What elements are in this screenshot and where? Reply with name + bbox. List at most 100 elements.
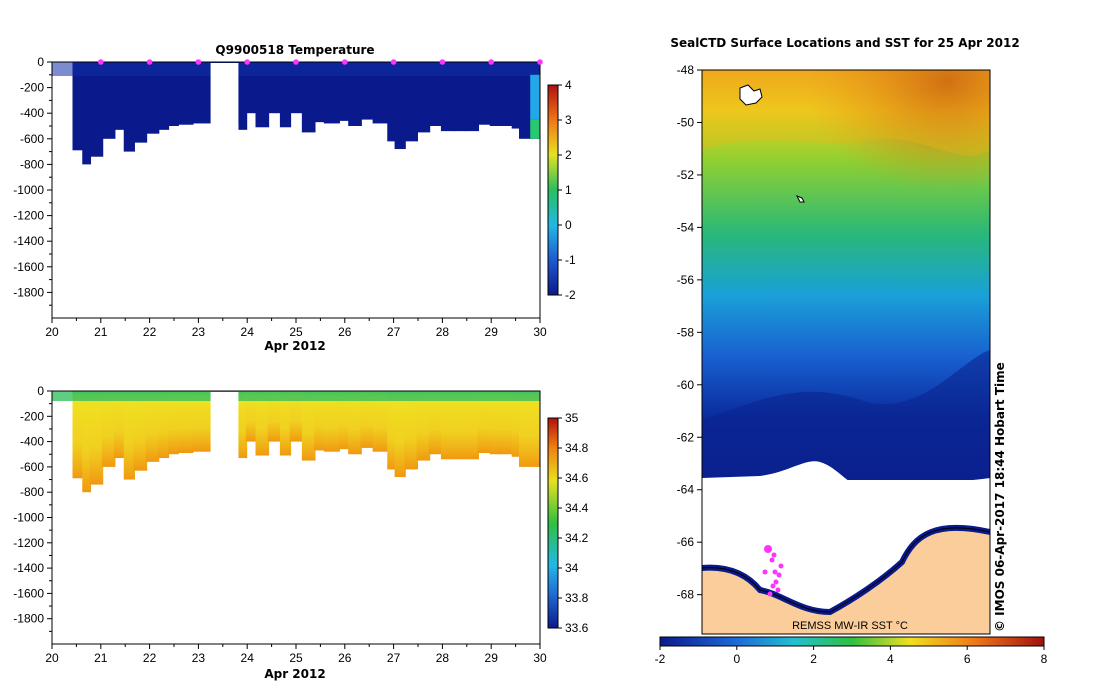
- profile-day-marker: [390, 59, 397, 65]
- warm-column-deep: [530, 119, 540, 139]
- profile-column: [145, 391, 160, 462]
- y-tick-label: -200: [20, 81, 44, 95]
- x-tick-label: 21: [94, 651, 108, 665]
- salinity-x-ticks: 20 21 22 23 24 25 26 27 28 29 30: [45, 644, 547, 665]
- temperature-title: Q9900518 Temperature: [215, 43, 374, 57]
- profile-column: [113, 62, 126, 130]
- profile-column: [348, 62, 362, 126]
- x-tick-label: 27: [387, 651, 401, 665]
- data-gap: [210, 63, 239, 317]
- cold-water-south: [702, 350, 990, 480]
- temperature-colorbar-ticks: -2 -1 0 1 2 3 4: [558, 78, 576, 302]
- salinity-panel: 20 21 22 23 24 25 26 27 28 29 30 0 -200 -400 -600 -800…: [13, 384, 588, 681]
- profile-column: [301, 391, 316, 461]
- y-tick-label: -800: [20, 485, 44, 499]
- profile-column: [89, 62, 104, 157]
- profile-column: [301, 62, 316, 133]
- profile-column: [192, 391, 204, 452]
- profile-column: [145, 62, 160, 134]
- temperature-markers: [98, 59, 543, 65]
- profile-column: [267, 391, 282, 442]
- sst-colorbar-tick-label: 6: [964, 652, 971, 666]
- profile-column: [177, 391, 194, 453]
- colorbar-tick-label: 2: [565, 148, 572, 162]
- seal-location-dot: [772, 569, 778, 575]
- profile-column: [245, 62, 257, 114]
- x-tick-label: 28: [436, 651, 450, 665]
- island-kerguelen: [739, 84, 763, 106]
- temperature-xlabel: Apr 2012: [264, 339, 325, 353]
- colorbar-tick-label: 35: [565, 411, 579, 425]
- x-tick-label: 29: [485, 325, 499, 339]
- profile-day-marker: [146, 59, 153, 65]
- seal-location-dot: [767, 591, 773, 597]
- seal-location-dot: [764, 545, 772, 553]
- profile-column: [279, 62, 292, 128]
- seal-location-dot: [769, 557, 775, 563]
- profile-column: [157, 391, 170, 459]
- seal-location-dot: [775, 587, 781, 593]
- island-heard: [795, 195, 805, 203]
- x-tick-label: 28: [436, 325, 450, 339]
- seal-location-dot: [773, 579, 779, 585]
- profile-column: [440, 62, 455, 132]
- y-tick-label: -1400: [13, 561, 44, 575]
- x-tick-label: 20: [45, 651, 59, 665]
- y-tick-label: -400: [20, 106, 44, 120]
- y-tick-label: -1400: [13, 234, 44, 248]
- temperature-colorbar: [547, 84, 559, 296]
- seal-location-dot: [776, 572, 782, 578]
- x-tick-label: 26: [338, 325, 352, 339]
- profile-column: [72, 62, 84, 151]
- sst-colorbar-tick-label: 4: [887, 652, 894, 666]
- profile-column: [387, 391, 397, 470]
- salinity-colorbar-ticks: 33.6 33.8 34 34.2 34.4 34.6 34.8 35: [558, 411, 589, 635]
- profile-column: [372, 391, 389, 452]
- x-tick-label: 30: [533, 651, 547, 665]
- colorbar-tick-label: 34.6: [565, 471, 589, 485]
- y-tick-label: -1600: [13, 260, 44, 274]
- x-tick-label: 24: [241, 651, 255, 665]
- map-y-tick-label: -62: [677, 430, 695, 444]
- sst-map-panel: SealCTD Surface Locations and SST for 25…: [655, 36, 1048, 666]
- profile-column: [238, 391, 248, 459]
- profile-day-marker: [488, 59, 495, 65]
- profile-column: [465, 62, 479, 132]
- y-tick-label: -200: [20, 409, 44, 423]
- profile-column: [82, 62, 92, 165]
- map-y-tick-label: -50: [677, 115, 695, 129]
- profile-column: [489, 391, 501, 455]
- x-tick-label: 23: [192, 651, 206, 665]
- antarctic-land: [702, 527, 990, 634]
- x-tick-label: 20: [45, 325, 59, 339]
- salinity-xlabel: Apr 2012: [264, 667, 325, 681]
- profile-day-marker: [537, 59, 543, 65]
- imos-credit: © IMOS 06-Apr-2017 18:44 Hobart Time: [993, 362, 1007, 632]
- profile-column: [537, 391, 540, 467]
- x-tick-label: 24: [241, 325, 255, 339]
- y-tick-label: 0: [37, 55, 44, 69]
- fresh-surface-layer: [52, 391, 540, 401]
- profile-column: [255, 391, 270, 456]
- profile-column: [123, 391, 135, 480]
- profile-day-marker: [342, 59, 348, 65]
- profile-column: [255, 62, 270, 128]
- profile-day-marker: [439, 59, 446, 65]
- data-gap: [210, 392, 239, 643]
- sst-colorbar: [659, 636, 1045, 647]
- profile-column: [489, 62, 501, 126]
- profile-column: [531, 391, 539, 467]
- x-tick-label: 29: [485, 651, 499, 665]
- seal-location-dot: [771, 552, 777, 558]
- profile-column: [101, 391, 116, 467]
- colorbar-tick-label: 34.2: [565, 531, 589, 545]
- profile-column: [519, 62, 533, 139]
- y-tick-label: -1600: [13, 586, 44, 600]
- sst-colorbar-tick-label: 8: [1041, 652, 1048, 666]
- colorbar-tick-label: -1: [565, 253, 576, 267]
- profile-column: [113, 391, 126, 459]
- sst-colorbar-tick-label: 0: [733, 652, 740, 666]
- profile-column: [453, 391, 467, 460]
- profile-column: [519, 391, 533, 467]
